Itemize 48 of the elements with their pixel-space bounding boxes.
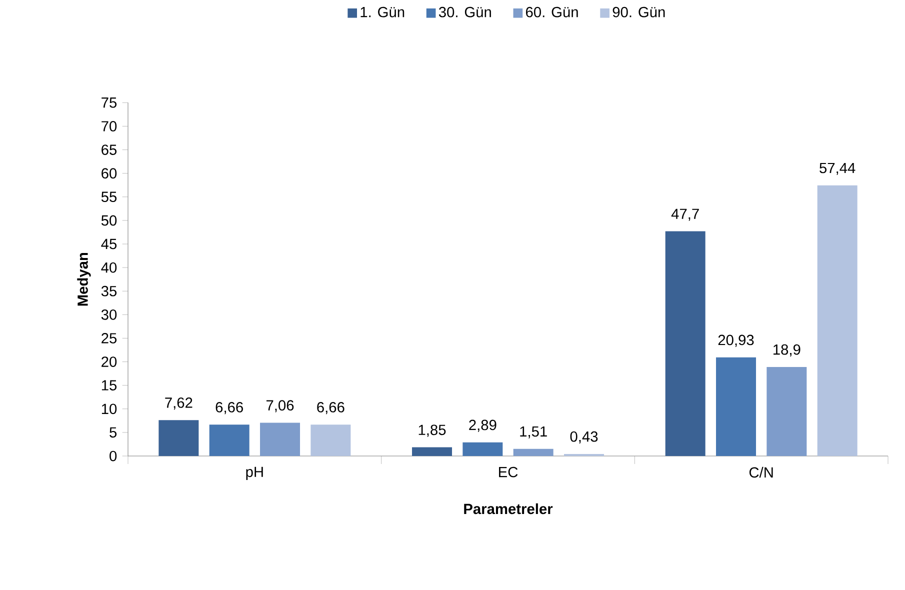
- bar: [209, 424, 250, 456]
- data-label: 47,7: [671, 208, 699, 221]
- bar: [158, 420, 199, 456]
- bar: [513, 448, 554, 456]
- data-label: 0,43: [570, 431, 598, 444]
- data-label: 57,44: [820, 162, 856, 175]
- data-label: 6,66: [317, 402, 344, 414]
- y-tick-label: 25: [102, 333, 117, 344]
- legend-label: 30. Gün: [438, 6, 491, 18]
- bar: [310, 424, 351, 456]
- bar: [665, 231, 706, 456]
- y-tick-label: 30: [101, 309, 117, 320]
- x-tick-label: EC: [499, 466, 518, 478]
- data-label: 20,93: [718, 334, 754, 347]
- y-tick-label: 40: [101, 262, 117, 273]
- y-tick-label: 5: [110, 427, 117, 438]
- data-label: 6,66: [216, 402, 243, 414]
- y-tick-label: 15: [102, 380, 117, 390]
- y-tick-label: 20: [102, 356, 117, 367]
- y-tick-label: 55: [101, 192, 117, 202]
- y-tick-label: 45: [101, 238, 117, 250]
- y-axis-title: Medyan: [77, 252, 91, 306]
- bar: [462, 442, 503, 456]
- x-axis-title: Parametreler: [464, 503, 553, 514]
- legend-label: 1. Gün: [360, 6, 404, 18]
- y-tick-label: 10: [102, 404, 117, 414]
- data-label: 1,51: [520, 426, 547, 438]
- y-tick-label: 50: [101, 215, 117, 226]
- data-label: 2,89: [469, 420, 496, 432]
- y-tick-label: 0: [110, 450, 117, 462]
- y-tick-label: 35: [101, 286, 117, 296]
- y-tick-label: 75: [102, 98, 117, 108]
- y-tick-label: 60: [102, 168, 117, 179]
- bar: [766, 366, 807, 456]
- bar: [716, 357, 756, 456]
- data-label: 1,85: [418, 424, 446, 437]
- legend-label: 90. Gün: [612, 6, 665, 18]
- x-tick-label: C/N: [749, 466, 773, 478]
- y-tick-label: 70: [102, 121, 117, 132]
- bar: [412, 447, 452, 456]
- bar: [817, 185, 858, 456]
- data-label: 7,62: [165, 398, 192, 410]
- x-tick-label: pH: [246, 466, 263, 480]
- data-label: 7,06: [266, 400, 294, 412]
- legend-label: 60. Gün: [526, 6, 578, 18]
- bar: [260, 422, 300, 456]
- data-label: 18,9: [774, 344, 800, 356]
- y-tick-label: 65: [102, 144, 117, 155]
